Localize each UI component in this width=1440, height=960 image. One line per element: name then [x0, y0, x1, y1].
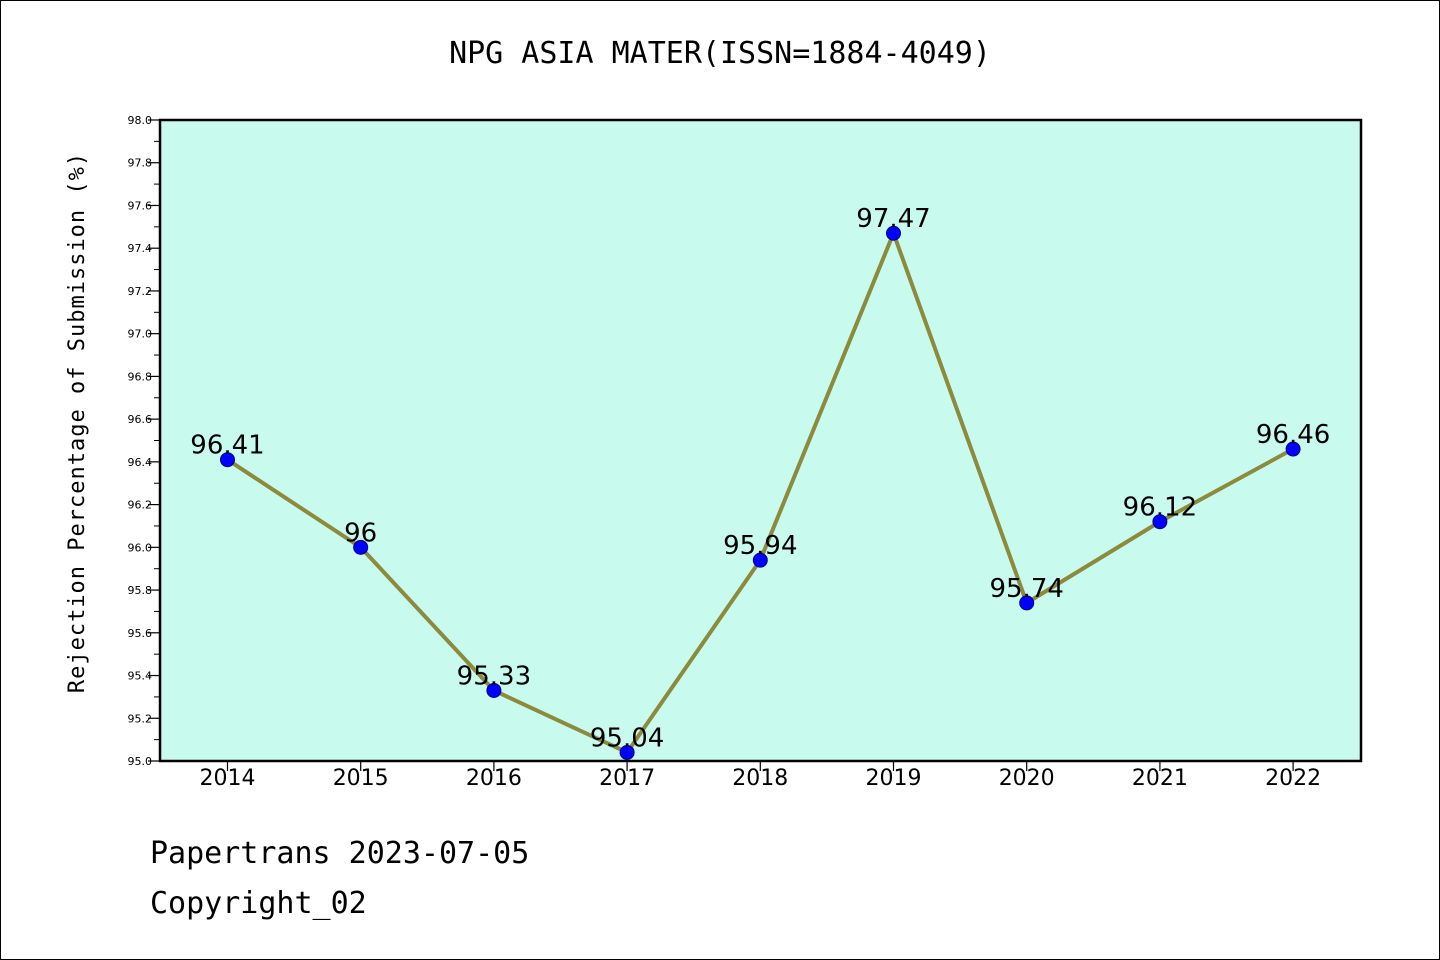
y-tick-label: 97.6: [128, 199, 153, 212]
y-tick-label: 97.4: [128, 242, 153, 255]
plot-area: [160, 120, 1361, 761]
data-point: [1285, 441, 1301, 457]
data-point: [353, 539, 369, 555]
x-tick-label: 2022: [1265, 766, 1321, 791]
x-tick-label: 2019: [866, 766, 922, 791]
y-tick-label: 95.4: [128, 670, 153, 683]
series-group: 96.41 96 95.33 95.04 95.94 97.47 95.74 96.12 96.…: [190, 204, 1330, 760]
y-tick-label: 95.2: [128, 712, 153, 725]
data-label: 96: [344, 518, 377, 548]
data-point: [1152, 514, 1168, 530]
data-point: [486, 682, 502, 698]
x-tick-label: 2021: [1132, 766, 1188, 791]
y-tick-label: 95.6: [128, 627, 153, 640]
x-axis: 2014 2015 2016 2017 2018 2019 2020 2021 2022: [200, 761, 1321, 791]
y-tick-label: 96.0: [128, 541, 153, 554]
y-tick-label: 97.8: [128, 157, 153, 170]
x-tick-label: 2015: [333, 766, 389, 791]
y-axis-label: Rejection Percentage of Submission (%): [65, 152, 90, 693]
y-tick-label: 96.2: [128, 499, 153, 512]
data-point: [619, 744, 635, 760]
y-tick-label: 96.8: [128, 370, 153, 383]
x-tick-label: 2018: [732, 766, 788, 791]
y-tick-label: 96.4: [128, 456, 153, 469]
x-tick-label: 2016: [466, 766, 522, 791]
data-label: 95.33: [457, 661, 531, 691]
y-tick-label: 95.8: [128, 584, 153, 597]
data-label: 95.04: [590, 723, 664, 753]
data-point: [752, 552, 768, 568]
chart-title: NPG ASIA MATER(ISSN=1884-4049): [449, 36, 991, 71]
footer-copyright: Copyright_02: [150, 886, 367, 921]
x-tick-label: 2017: [599, 766, 655, 791]
x-tick-label: 2020: [999, 766, 1055, 791]
data-point: [886, 225, 901, 241]
y-tick-label: 97.0: [128, 328, 153, 341]
x-tick-label: 2014: [200, 766, 256, 791]
y-tick-label: 97.2: [128, 285, 153, 298]
data-label: 95.94: [723, 531, 797, 561]
y-tick-label: 98.0: [128, 114, 153, 127]
data-point: [1019, 595, 1035, 611]
data-label: 97.47: [856, 204, 930, 234]
y-axis: 95.0 95.2 95.4 95.6 95.8 96.0 96.2 96.4 96.6 96.8…: [128, 114, 160, 768]
data-point: [220, 452, 235, 468]
data-label: 96.46: [1256, 420, 1330, 450]
footer-date: Papertrans 2023-07-05: [150, 836, 530, 871]
data-label: 96.41: [190, 431, 264, 461]
y-tick-label: 96.6: [128, 413, 153, 426]
y-tick-label: 95.0: [128, 755, 153, 768]
data-label: 95.74: [989, 574, 1063, 604]
data-label: 96.12: [1123, 493, 1197, 523]
plot-border: [158, 118, 1363, 763]
